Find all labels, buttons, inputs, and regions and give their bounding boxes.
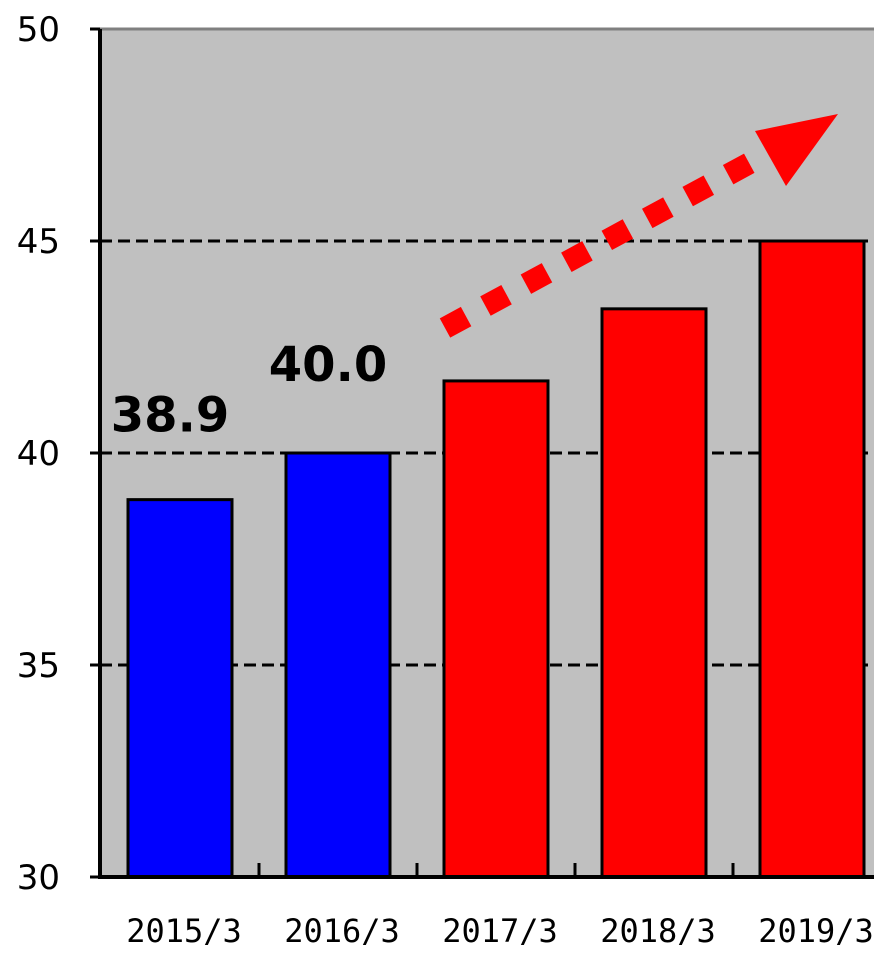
trend-arrow	[439, 114, 838, 338]
x-tick-label: 2015/3	[126, 912, 242, 950]
trend-arrow-shaft	[439, 142, 776, 338]
y-tick-label: 50	[17, 10, 60, 50]
x-tick-label: 2017/3	[442, 912, 558, 950]
x-tick-label: 2019/3	[758, 912, 874, 950]
data-label: 38.9	[111, 388, 229, 444]
bars	[126, 239, 866, 879]
y-tick-labels: 30 35 40 45 50	[17, 10, 60, 898]
x-tick-label: 2016/3	[284, 912, 400, 950]
trend-arrow-head	[755, 114, 838, 186]
bar	[284, 451, 392, 879]
bar	[442, 379, 550, 879]
bar	[126, 498, 234, 879]
data-label: 40.0	[269, 337, 387, 393]
y-tick-label: 30	[17, 858, 60, 898]
x-tick-label: 2018/3	[600, 912, 716, 950]
axes	[90, 27, 874, 879]
y-tick-label: 40	[17, 434, 60, 474]
y-tick-label: 35	[17, 646, 60, 686]
x-tick-labels: 2015/3 2016/3 2017/3 2018/3 2019/3	[126, 912, 874, 950]
y-tick-label: 45	[17, 222, 60, 262]
data-labels: 38.9 40.0	[111, 337, 387, 444]
bar	[600, 307, 708, 879]
bar	[758, 239, 866, 879]
